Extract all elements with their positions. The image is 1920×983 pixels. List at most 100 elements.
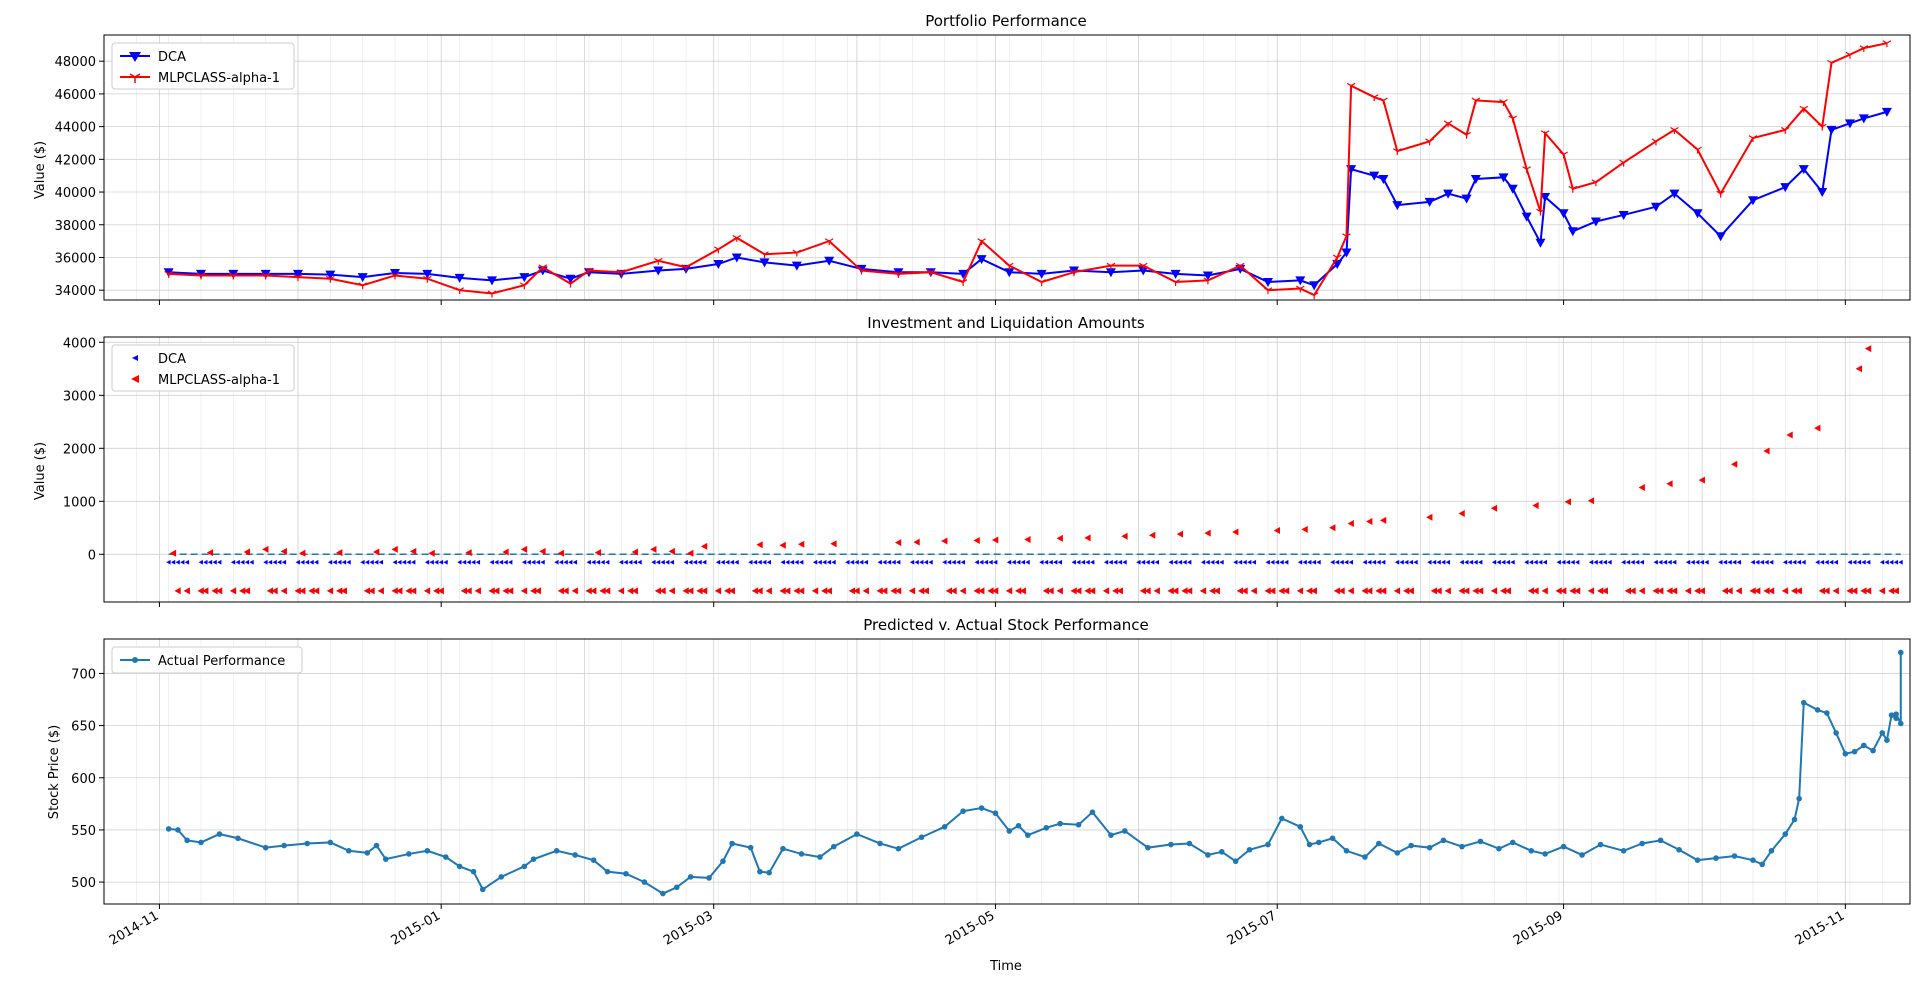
investment-point [1056,534,1063,542]
data-point [1670,126,1679,134]
dca-point [374,559,379,565]
investment-point [1698,476,1705,484]
data-point [977,238,986,246]
data-point [1508,115,1518,123]
liquidation-point [987,587,994,595]
dca-point [1565,559,1571,565]
dca-point [1080,559,1086,565]
data-point [1309,281,1320,291]
y-axis-label: Value ($) [33,442,48,500]
liquidation-point [1430,587,1438,595]
data-point [617,269,626,277]
y-tick-label: 2000 [63,442,96,457]
liquidation-point [659,587,666,595]
dca-point [1071,559,1076,565]
dca-point [1898,559,1903,565]
dca-point [1431,559,1437,565]
liquidation-point [326,587,334,595]
liquidation-point [211,587,218,595]
liquidation-point [1181,587,1188,595]
dca-point [438,559,444,565]
dca-point [401,559,407,565]
legend: DCA MLPCLASS-alpha-1 [111,42,295,90]
dca-point [1630,559,1635,565]
data-point [455,287,464,295]
dca-point [558,559,564,565]
data-point [1346,82,1356,90]
investment-point [1638,484,1645,492]
liquidation-point [1657,587,1664,595]
dca-point [983,559,989,565]
data-point [538,264,548,272]
dca-point [230,559,236,565]
liquidation-point [585,587,592,595]
dca-point [669,559,675,565]
investment-point [894,539,902,547]
data-point [729,840,735,847]
dca-point [785,559,790,565]
data-point [1069,269,1079,277]
dca-point [1501,559,1506,565]
investment-point [1814,424,1821,432]
liquidation-point [784,587,791,595]
data-point [486,276,497,286]
legend-label: DCA [158,50,186,65]
data-point [1477,838,1484,845]
data-point [1170,269,1181,279]
dca-point [166,559,171,565]
dca-point [1889,559,1894,565]
data-point [817,854,823,860]
dca-point [1381,559,1386,565]
dca-point [503,559,508,565]
dca-point [688,559,693,565]
dca-point [281,559,287,565]
dca-point [637,559,642,565]
liquidation-point [1754,587,1761,595]
dca-point [720,559,725,565]
data-point [1542,851,1548,857]
dca-point [346,559,351,565]
investment-point [1024,535,1031,543]
legend-entry-dca: DCA [132,352,186,367]
legend-frame [111,42,295,90]
investment-point [991,536,999,544]
data-point [1888,712,1895,718]
data-point [1845,51,1855,59]
triangle-down-marker-icon [129,52,141,62]
liquidation-point [991,587,999,595]
data-point [1171,279,1180,287]
investment-point [539,547,546,555]
data-point [424,847,431,854]
liquidation-point [391,587,398,595]
liquidation-point [1366,587,1373,595]
dca-point [295,559,300,565]
data-point [1817,188,1828,198]
data-point [687,874,694,880]
liquidation-point [1878,587,1886,595]
dca-point [1459,559,1464,565]
investment-point [1232,528,1239,536]
y-tick-label: 38000 [55,219,96,234]
dca-point [1210,559,1215,565]
data-point [1379,97,1388,105]
dca-point [1505,559,1511,565]
investment-point [1379,516,1387,524]
investment-point [280,547,287,555]
dca-point [1491,559,1497,565]
data-point [1879,730,1886,736]
liquidation-point [881,587,888,595]
liquidation-point [368,587,375,595]
investment-point [502,548,509,556]
data-point [706,875,712,881]
dca-point [822,559,827,565]
liquidation-point [1139,587,1147,595]
data-point [521,863,528,870]
data-point [1168,841,1174,848]
data-point [941,823,948,830]
dca-point [1593,559,1598,565]
data-point [519,273,530,283]
y-tick-label: 48000 [55,55,96,70]
data-point [1851,748,1858,755]
investment-point [1587,497,1595,505]
data-point [1567,227,1578,237]
